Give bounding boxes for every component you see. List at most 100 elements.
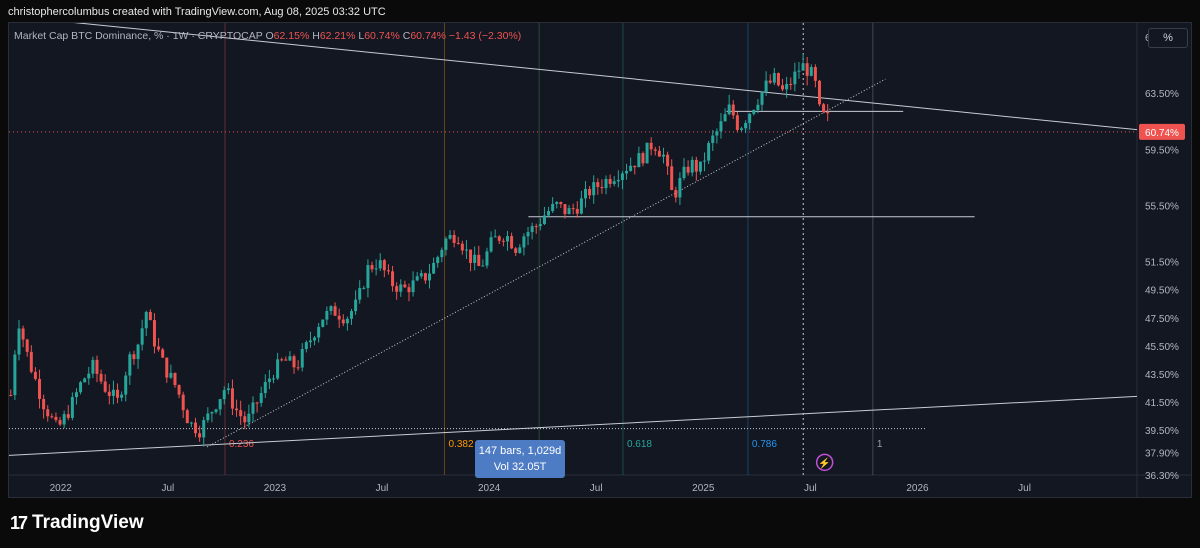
candle-body <box>579 198 583 214</box>
candle-body <box>25 339 29 352</box>
candle-body <box>682 166 686 179</box>
candle-body <box>620 173 624 180</box>
descending-trendline <box>73 23 1138 131</box>
candle-body <box>276 359 280 379</box>
y-tick-label: 39.50% <box>1145 426 1179 437</box>
candle-body <box>805 63 809 76</box>
candle-body <box>284 359 288 361</box>
x-tick-label: 2026 <box>906 483 929 494</box>
candle-body <box>649 142 653 150</box>
candle-body <box>493 236 497 238</box>
tradingview-brand[interactable]: 17 TradingView <box>10 512 144 534</box>
candle-body <box>641 153 645 164</box>
ascending-trendline <box>206 78 886 448</box>
candle-body <box>370 265 374 270</box>
candle-body <box>337 315 341 320</box>
candle-body <box>781 85 785 90</box>
unit-toggle-button[interactable]: % <box>1148 28 1188 48</box>
x-tick-label: 2023 <box>264 483 287 494</box>
candle-body <box>563 204 567 215</box>
candle-body <box>686 166 690 173</box>
candle-body <box>300 349 304 368</box>
candle-body <box>313 337 317 341</box>
fib-level-label: 0.382 <box>448 439 473 450</box>
chart-panel[interactable]: 67.50%63.50%59.50%55.50%51.50%49.50%47.5… <box>8 22 1192 498</box>
y-tick-label: 49.50% <box>1145 286 1179 297</box>
candle-body <box>120 394 124 398</box>
candle-body <box>633 165 637 168</box>
candle-body <box>325 310 329 320</box>
candle-body <box>608 178 612 184</box>
candle-body <box>551 203 555 212</box>
candle-body <box>17 328 21 355</box>
candle-body <box>161 349 165 358</box>
candle-body <box>739 128 743 130</box>
low-label: L <box>358 30 365 42</box>
y-tick-label: 63.50% <box>1145 89 1179 100</box>
candle-body <box>501 240 505 242</box>
candle-body <box>452 234 456 243</box>
x-tick-label: Jul <box>804 483 817 494</box>
candle-body <box>764 80 768 92</box>
candle-body <box>321 319 325 327</box>
candle-body <box>670 166 674 191</box>
candle-body <box>469 249 473 263</box>
candle-body <box>555 202 559 204</box>
candle-body <box>308 340 312 343</box>
candle-body <box>235 408 239 411</box>
candle-body <box>625 170 629 174</box>
candle-body <box>198 433 202 438</box>
x-tick-label: Jul <box>1018 483 1031 494</box>
candle-body <box>715 131 719 136</box>
candle-body <box>542 215 546 224</box>
y-tick-label: 47.50% <box>1145 314 1179 325</box>
candle-body <box>822 104 826 113</box>
candle-body <box>666 154 670 167</box>
candle-body <box>497 236 501 241</box>
candle-body <box>518 247 522 253</box>
brand-name: TradingView <box>32 512 144 533</box>
candle-body <box>386 270 390 272</box>
candle-body <box>87 373 91 379</box>
candle-body <box>251 402 255 414</box>
x-tick-label: 2022 <box>50 483 73 494</box>
candle-body <box>95 359 99 374</box>
candle-body <box>132 354 136 360</box>
candle-body <box>218 399 222 410</box>
x-tick-label: 2024 <box>478 483 501 494</box>
candle-body <box>226 388 230 391</box>
candle-body <box>756 104 760 110</box>
candle-body <box>637 153 641 168</box>
candle-body <box>772 73 776 83</box>
candle-body <box>423 273 427 281</box>
candle-body <box>559 202 563 205</box>
candle-body <box>247 413 251 423</box>
attribution-text: christophercolumbus created with Trading… <box>8 6 386 18</box>
price-chart[interactable]: 67.50%63.50%59.50%55.50%51.50%49.50%47.5… <box>9 23 1191 497</box>
candle-body <box>797 70 801 72</box>
y-tick-label: 59.50% <box>1145 145 1179 156</box>
candle-body <box>304 342 308 350</box>
candle-body <box>719 121 723 132</box>
candle-body <box>341 319 345 324</box>
candle-body <box>107 391 111 396</box>
candle-body <box>382 260 386 271</box>
candle-body <box>46 409 50 417</box>
candle-body <box>128 354 132 376</box>
candle-body <box>391 271 395 287</box>
candle-body <box>575 208 579 214</box>
candle-body <box>362 287 366 289</box>
candle-body <box>415 276 419 281</box>
range-tooltip: 147 bars, 1,029d Vol 32.05T <box>475 440 565 478</box>
candle-body <box>9 394 13 396</box>
candle-body <box>760 91 764 105</box>
candle-body <box>50 416 54 418</box>
tradingview-logo-icon: 17 <box>10 512 28 533</box>
candle-body <box>826 112 830 114</box>
candle-body <box>596 182 600 188</box>
candle-body <box>657 150 661 157</box>
candle-body <box>194 422 198 434</box>
candle-body <box>473 254 477 263</box>
x-tick-label: Jul <box>161 483 174 494</box>
candle-body <box>407 287 411 293</box>
